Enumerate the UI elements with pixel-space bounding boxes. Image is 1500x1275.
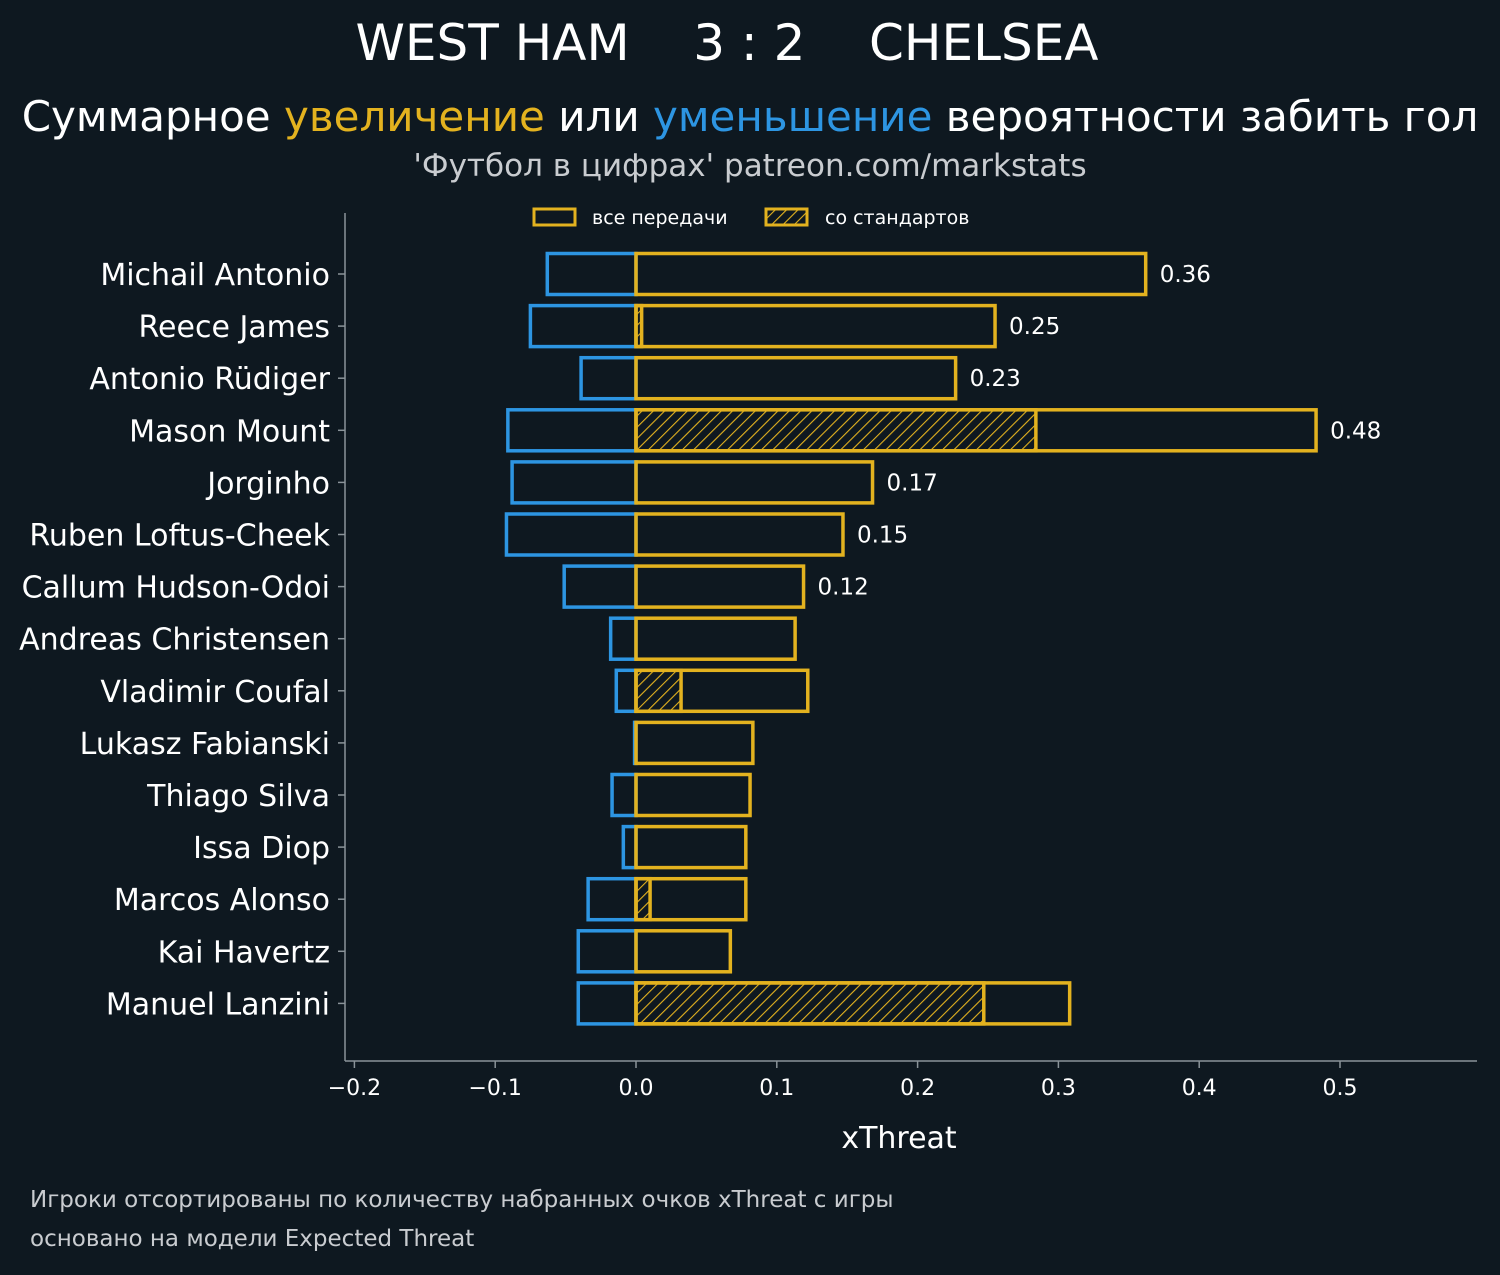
decrease-bar: [621, 824, 638, 870]
x-tick-label: 0.2: [900, 1076, 935, 1101]
player-label: Andreas Christensen: [19, 623, 330, 658]
decrease-bar: [614, 668, 638, 714]
bar-value-label: 0.15: [857, 523, 908, 549]
chart-subtitle: Суммарное увеличение или уменьшение веро…: [0, 92, 1500, 141]
bar-value-label: 0.23: [970, 366, 1021, 392]
player-label: Lukasz Fabianski: [80, 727, 330, 762]
player-label: Issa Diop: [193, 831, 330, 866]
x-tick-label: 0.3: [1041, 1076, 1076, 1101]
player-label: Callum Hudson-Odoi: [22, 571, 330, 606]
legend-label-all-passes: все передачи: [592, 207, 728, 229]
bar-value-label: 0.12: [818, 575, 869, 601]
all-passes-bar: [634, 720, 755, 766]
decrease-bar: [545, 251, 638, 297]
legend-swatch-set-pieces: [764, 207, 809, 227]
decrease-bar: [576, 929, 638, 974]
x-tick-label: −0.1: [468, 1076, 521, 1101]
x-axis-label: xThreat: [841, 1121, 957, 1156]
player-label: Marcos Alonso: [114, 883, 330, 918]
legend-swatch-all-passes: [532, 207, 577, 227]
decrease-bar: [610, 772, 638, 818]
decrease-bar: [510, 460, 638, 505]
all-passes-bar: [634, 824, 748, 870]
all-passes-bar: [634, 512, 845, 557]
all-passes-bar: [634, 981, 1072, 1026]
decrease-bar: [504, 512, 638, 557]
set-piece-bar: [634, 981, 986, 1026]
x-tick-label: 0.0: [619, 1076, 654, 1101]
x-tick-label: 0.4: [1182, 1076, 1217, 1101]
chart-title: WEST HAM 3 : 2 CHELSEA: [355, 14, 1099, 72]
set-piece-bar: [634, 876, 652, 922]
player-label: Manuel Lanzini: [106, 987, 330, 1022]
all-passes-bar: [634, 355, 958, 401]
player-label: Vladimir Coufal: [100, 675, 330, 710]
footnote-sorting: Игроки отсортированы по количеству набра…: [30, 1187, 894, 1213]
all-passes-bar: [634, 408, 1318, 453]
player-label: Antonio Rüdiger: [89, 362, 330, 397]
bar-value-label: 0.25: [1009, 314, 1060, 340]
bar-value-label: 0.17: [887, 470, 938, 496]
footnote-model: основано на модели Expected Threat: [30, 1226, 475, 1252]
all-passes-bar: [634, 303, 997, 349]
chart-source: 'Футбол в цифрах' patreon.com/markstats: [413, 148, 1087, 184]
player-label: Reece James: [139, 310, 330, 345]
legend: все передачи со стандартов: [532, 207, 969, 229]
player-label: Kai Havertz: [158, 935, 330, 970]
decrease-bar: [586, 876, 638, 922]
player-label: Thiago Silva: [146, 779, 330, 814]
all-passes-bar: [634, 929, 733, 974]
all-passes-bar: [634, 772, 752, 818]
all-passes-bar: [634, 460, 875, 505]
player-label: Michail Antonio: [100, 258, 330, 293]
set-piece-bar: [634, 668, 683, 714]
all-passes-bar: [634, 876, 748, 922]
subtitle-increase-word: увеличение: [284, 92, 545, 141]
bar-value-label: 0.36: [1160, 262, 1211, 288]
plot-area: −0.2 −0.1 0.0 0.1 0.2 0.3 0.4 0.5 Michail Antoni…: [19, 213, 1477, 1101]
player-label: Jorginho: [205, 466, 330, 501]
decrease-bar: [579, 355, 638, 401]
x-tick-label: 0.1: [759, 1076, 794, 1101]
subtitle-decrease-word: уменьшение: [652, 92, 933, 141]
decrease-bar: [562, 564, 638, 609]
decrease-bar: [528, 303, 638, 349]
subtitle-suffix: вероятности забить гол: [932, 92, 1479, 141]
all-passes-bar: [634, 564, 806, 609]
bar-value-label: 0.48: [1330, 418, 1381, 444]
player-label: Ruben Loftus-Cheek: [29, 519, 330, 554]
player-label: Mason Mount: [129, 414, 330, 449]
all-passes-bar: [634, 668, 810, 714]
decrease-bar: [576, 981, 638, 1026]
subtitle-prefix: Суммарное: [21, 92, 284, 141]
decrease-bar: [506, 408, 638, 453]
x-tick-label: 0.5: [1323, 1076, 1358, 1101]
set-piece-bar: [634, 408, 1038, 453]
x-tick-label: −0.2: [328, 1076, 381, 1101]
subtitle-middle: или: [544, 92, 653, 141]
all-passes-bar: [634, 616, 797, 661]
decrease-bar: [608, 616, 638, 661]
legend-label-set-pieces: со стандартов: [825, 207, 969, 229]
all-passes-bar: [634, 251, 1148, 297]
